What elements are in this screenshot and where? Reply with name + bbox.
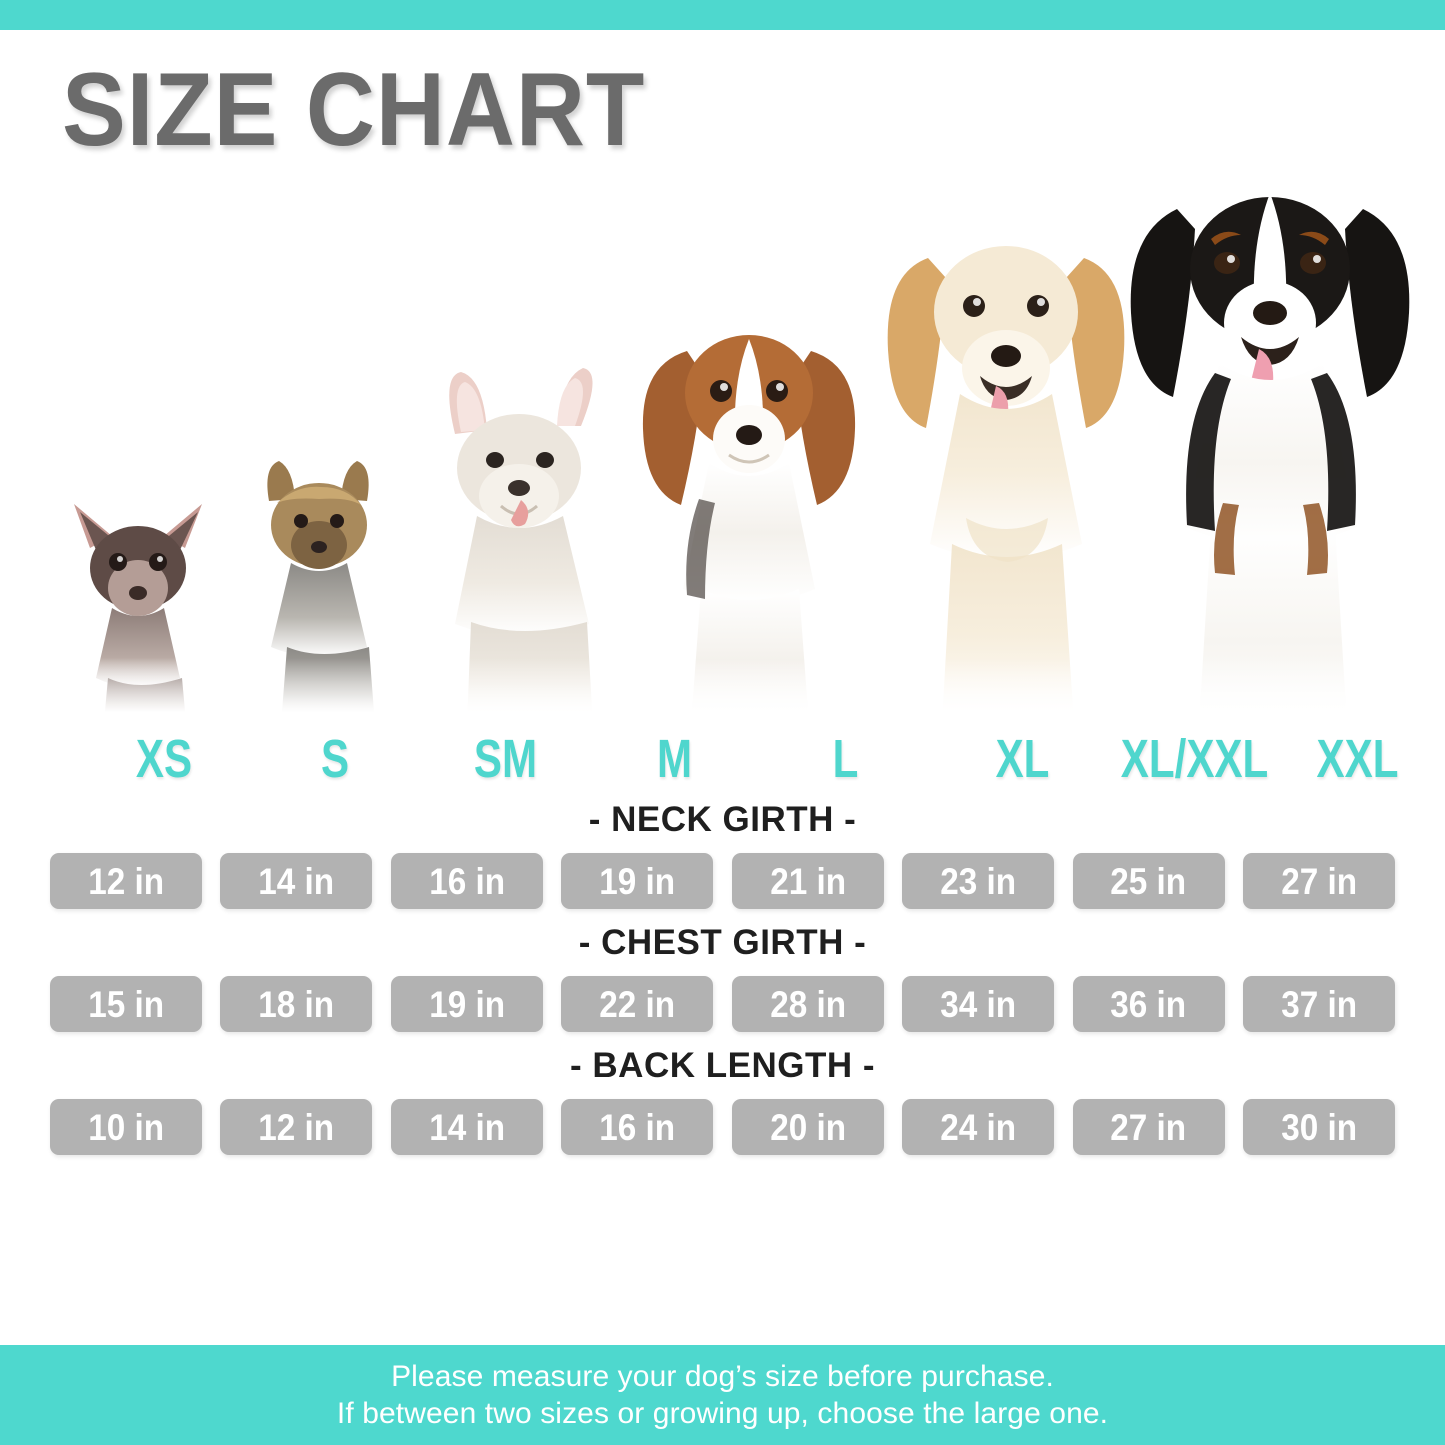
top-accent-band xyxy=(0,0,1445,30)
measurement-value: 15 in xyxy=(88,983,164,1025)
size-label-sm: SM xyxy=(473,729,538,789)
measurement-pill: 34 in xyxy=(902,976,1055,1032)
measurement-pill: 19 in xyxy=(561,853,714,909)
dog-golden-retriever xyxy=(870,218,1145,728)
measurement-value: 30 in xyxy=(1280,1106,1357,1148)
section-neck-girth: - NECK GIRTH - 12 in 14 in 16 in 19 in 2… xyxy=(40,802,1405,909)
dog-french-bulldog xyxy=(415,368,635,728)
measurement-value: 10 in xyxy=(88,1106,164,1148)
measurement-pill: 18 in xyxy=(220,976,373,1032)
section-back-length: - BACK LENGTH - 10 in 12 in 14 in 16 in … xyxy=(40,1048,1405,1155)
measurement-value: 24 in xyxy=(940,1106,1017,1148)
measurement-value: 14 in xyxy=(258,860,335,902)
section-title-chest-girth: - CHEST GIRTH - xyxy=(578,923,867,962)
size-label-xs: XS xyxy=(135,729,193,789)
measurement-pill: 20 in xyxy=(731,1099,884,1155)
measurement-pill: 21 in xyxy=(731,853,884,909)
page-title: SIZE CHART xyxy=(62,52,646,168)
size-label-l: L xyxy=(832,729,859,789)
measurement-value: 14 in xyxy=(428,1106,505,1148)
measurement-value: 27 in xyxy=(1280,860,1357,902)
measurement-value: 16 in xyxy=(599,1106,676,1148)
measurement-value: 36 in xyxy=(1110,983,1187,1025)
measurement-value: 20 in xyxy=(769,1106,846,1148)
measurement-pill: 28 in xyxy=(731,976,884,1032)
measurement-pill: 27 in xyxy=(1242,853,1395,909)
measurement-value: 19 in xyxy=(428,983,505,1025)
measurement-pill: 19 in xyxy=(390,976,543,1032)
measurement-value: 21 in xyxy=(769,860,846,902)
footer-note-line-1: Please measure your dog’s size before pu… xyxy=(391,1359,1054,1393)
measurement-value: 12 in xyxy=(258,1106,335,1148)
measurement-value: 18 in xyxy=(258,983,335,1025)
measurement-value: 19 in xyxy=(599,860,676,902)
measurement-pill: 23 in xyxy=(902,853,1055,909)
measurement-pill: 12 in xyxy=(50,853,202,909)
measurement-value: 22 in xyxy=(599,983,676,1025)
measurement-value: 25 in xyxy=(1110,860,1187,902)
measurement-pill: 36 in xyxy=(1072,976,1225,1032)
measurement-pill: 16 in xyxy=(390,853,543,909)
size-label-xl-xxl: XL/XXL xyxy=(1120,729,1269,789)
measurement-value: 27 in xyxy=(1110,1106,1187,1148)
measurement-pill: 22 in xyxy=(561,976,714,1032)
measurement-pill: 12 in xyxy=(220,1099,373,1155)
size-label-row: XS S SM M L XL XL/XXL XXL xyxy=(40,724,1405,786)
dog-size-illustration-row xyxy=(0,168,1445,728)
measurement-pill: 14 in xyxy=(390,1099,543,1155)
main-content: SIZE CHART xyxy=(0,30,1445,1345)
measurement-pill: 16 in xyxy=(561,1099,714,1155)
measurement-value: 12 in xyxy=(88,860,164,902)
measurement-pill: 37 in xyxy=(1242,976,1395,1032)
measurement-pill: 27 in xyxy=(1072,1099,1225,1155)
measurement-value: 28 in xyxy=(769,983,846,1025)
dog-bernese-mountain-dog xyxy=(1115,173,1425,728)
pill-row-back-length: 10 in 12 in 14 in 16 in 20 in 24 in 27 i… xyxy=(40,1099,1405,1155)
pill-row-chest-girth: 15 in 18 in 19 in 22 in 28 in 34 in 36 i… xyxy=(40,976,1405,1032)
pill-row-neck-girth: 12 in 14 in 16 in 19 in 21 in 23 in 25 i… xyxy=(40,853,1405,909)
section-chest-girth: - CHEST GIRTH - 15 in 18 in 19 in 22 in … xyxy=(40,925,1405,1032)
footer-note-band: Please measure your dog’s size before pu… xyxy=(0,1345,1445,1445)
measurement-pill: 15 in xyxy=(50,976,202,1032)
measurement-value: 16 in xyxy=(428,860,505,902)
section-title-back-length: - BACK LENGTH - xyxy=(570,1046,875,1085)
dog-chihuahua xyxy=(52,496,237,728)
footer-note-line-2: If between two sizes or growing up, choo… xyxy=(336,1397,1109,1430)
measurement-pill: 14 in xyxy=(220,853,373,909)
measurement-value: 37 in xyxy=(1280,983,1357,1025)
size-label-s: S xyxy=(320,729,350,789)
measurement-pill: 10 in xyxy=(50,1099,202,1155)
measurement-value: 23 in xyxy=(940,860,1017,902)
dog-beagle xyxy=(625,303,875,728)
size-label-xl: XL xyxy=(995,729,1050,789)
measurement-value: 34 in xyxy=(940,983,1017,1025)
size-label-xxl: XXL xyxy=(1316,729,1399,789)
dog-yorkshire-terrier xyxy=(237,453,417,728)
measurement-pill: 24 in xyxy=(902,1099,1055,1155)
measurement-pill: 25 in xyxy=(1072,853,1225,909)
measurement-pill: 30 in xyxy=(1242,1099,1395,1155)
section-title-neck-girth: - NECK GIRTH - xyxy=(588,800,857,839)
size-label-m: M xyxy=(656,729,693,789)
